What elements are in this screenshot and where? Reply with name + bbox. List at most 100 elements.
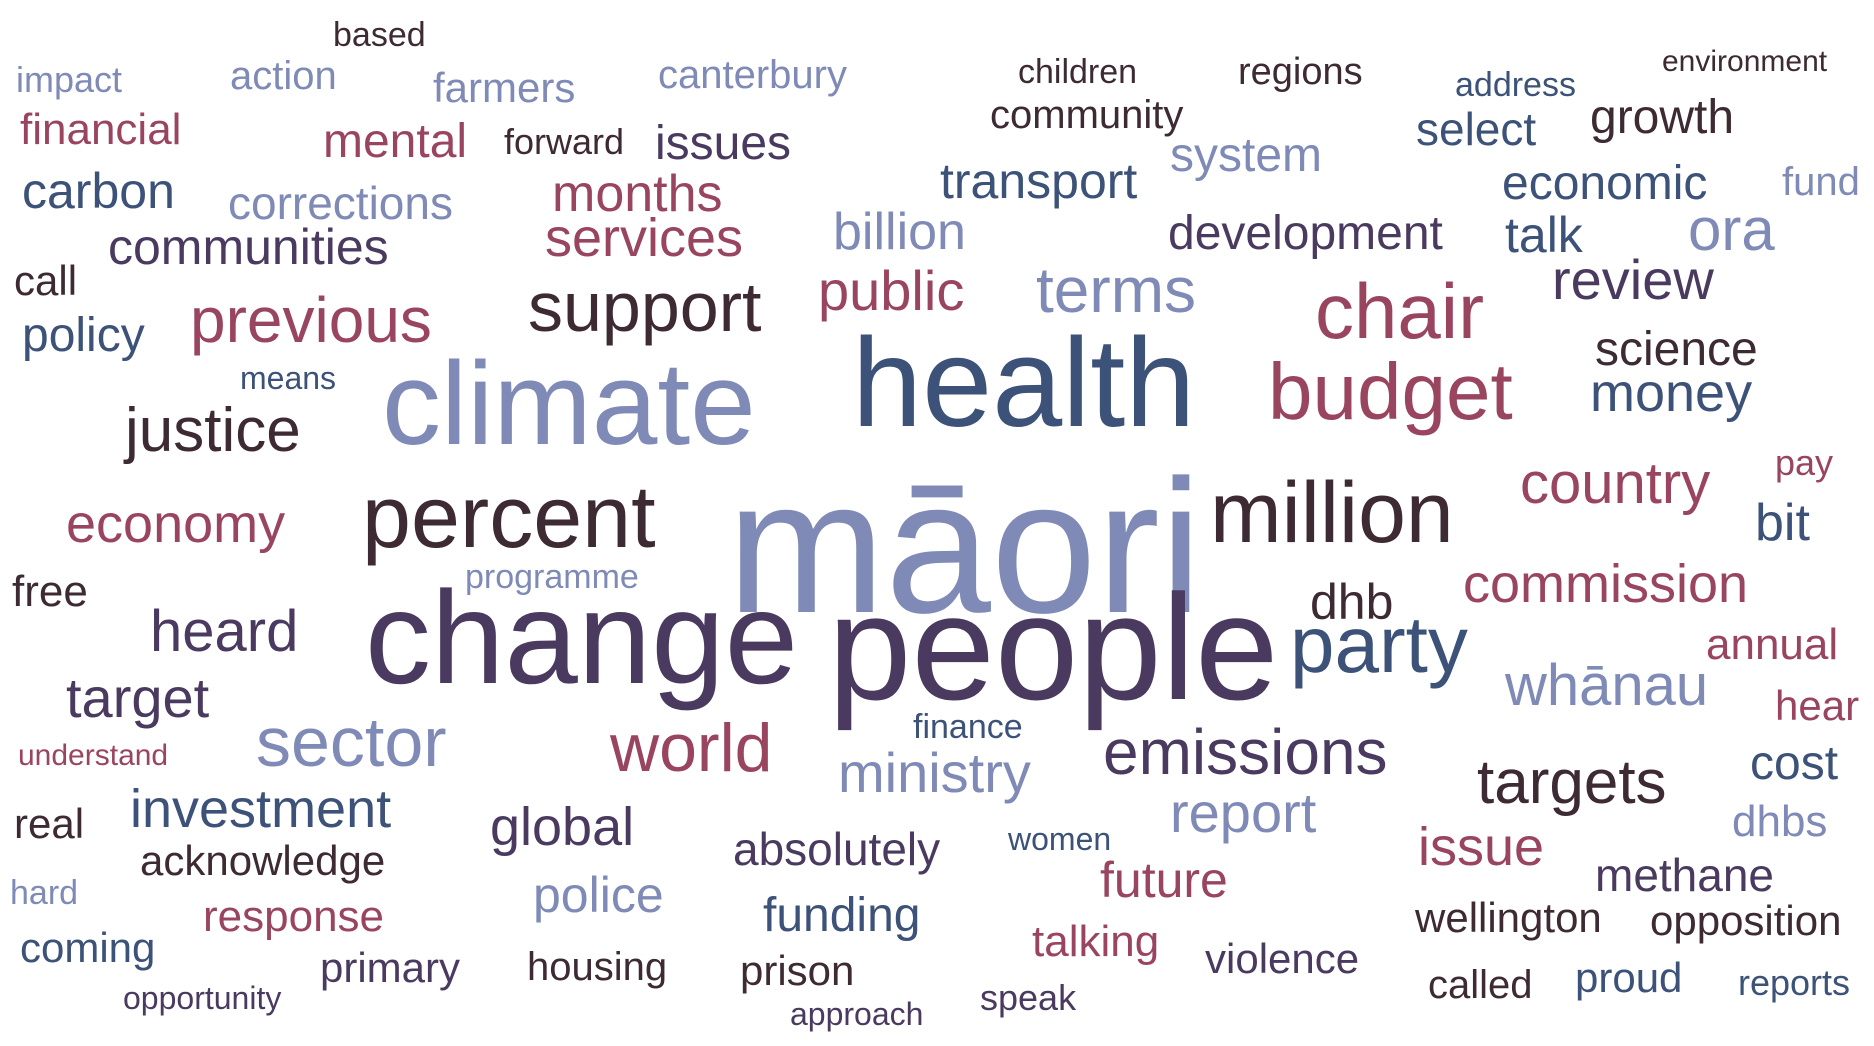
word-police: police <box>533 867 664 923</box>
word-proud: proud <box>1575 954 1683 1001</box>
word-services: services <box>545 208 744 268</box>
word-coming: coming <box>20 924 156 971</box>
word-annual: annual <box>1706 620 1839 669</box>
word-issues: issues <box>655 117 792 170</box>
word-party: party <box>1290 600 1468 689</box>
word-farmers: farmers <box>433 64 576 111</box>
word-targets: targets <box>1477 748 1667 817</box>
word-climate: climate <box>382 338 756 470</box>
word-country: country <box>1520 451 1711 516</box>
word-select: select <box>1416 103 1537 155</box>
word-months: months <box>552 165 723 223</box>
word-investment: investment <box>130 779 392 839</box>
word-methane: methane <box>1595 849 1775 901</box>
word-based: based <box>333 16 426 54</box>
word-real: real <box>14 800 85 847</box>
word-cost: cost <box>1750 737 1839 790</box>
word-call: call <box>14 257 78 304</box>
word-opposition: opposition <box>1650 897 1842 944</box>
word-community: community <box>990 93 1184 137</box>
word-reports: reports <box>1738 962 1851 1003</box>
word-prison: prison <box>740 947 855 994</box>
word-acknowledge: acknowledge <box>140 837 386 884</box>
word-change: change <box>365 564 799 711</box>
word-development: development <box>1168 207 1443 260</box>
word-budget: budget <box>1268 347 1513 436</box>
word-previous: previous <box>190 284 432 356</box>
word-growth: growth <box>1590 91 1735 144</box>
word-science: science <box>1595 323 1758 376</box>
word-wellington: wellington <box>1415 894 1602 941</box>
word-finance: finance <box>913 708 1023 746</box>
word-money: money <box>1590 363 1753 423</box>
word-funding: funding <box>763 889 921 942</box>
word-emissions: emissions <box>1103 716 1388 788</box>
word-target: target <box>66 666 210 729</box>
word-approach: approach <box>790 996 924 1032</box>
word-carbon: carbon <box>22 163 175 219</box>
word-support: support <box>528 268 762 346</box>
word-future: future <box>1100 852 1228 908</box>
word-hear: hear <box>1775 682 1860 729</box>
word-violence: violence <box>1205 935 1360 982</box>
word-world: world <box>610 710 773 786</box>
word-response: response <box>203 892 385 941</box>
word-communities: communities <box>108 219 389 275</box>
word-maori: māori <box>727 441 1203 653</box>
word-canterbury: canterbury <box>658 53 847 97</box>
word-system: system <box>1170 129 1323 182</box>
word-billion: billion <box>833 203 966 261</box>
word-transport: transport <box>940 153 1138 209</box>
word-regions: regions <box>1238 51 1363 93</box>
word-economic: economic <box>1502 157 1708 210</box>
word-address: address <box>1455 66 1576 104</box>
word-heard: heard <box>150 599 299 664</box>
word-terms: terms <box>1036 254 1196 326</box>
word-impact: impact <box>16 59 123 100</box>
word-fund: fund <box>1782 160 1860 204</box>
word-commission: commission <box>1463 554 1749 614</box>
word-million: million <box>1210 465 1454 561</box>
word-ora: ora <box>1688 196 1775 263</box>
word-financial: financial <box>20 105 182 154</box>
word-programme: programme <box>465 558 639 596</box>
word-women: women <box>1008 821 1112 857</box>
word-bit: bit <box>1755 494 1810 552</box>
word-public: public <box>818 259 965 322</box>
word-absolutely: absolutely <box>733 823 941 875</box>
word-understand: understand <box>18 739 169 772</box>
word-opportunity: opportunity <box>123 980 282 1016</box>
word-children: children <box>1018 53 1138 91</box>
word-issue: issue <box>1418 817 1545 877</box>
word-report: report <box>1170 781 1317 844</box>
word-action: action <box>230 54 337 98</box>
word-housing: housing <box>527 945 668 989</box>
word-free: free <box>12 567 88 616</box>
word-hard: hard <box>10 874 79 912</box>
word-people: people <box>828 563 1279 731</box>
word-dhb: dhb <box>1310 574 1394 630</box>
word-global: global <box>490 797 635 857</box>
word-mental: mental <box>323 115 468 168</box>
word-forward: forward <box>504 121 625 162</box>
word-whanau: whānau <box>1505 653 1709 718</box>
word-means: means <box>240 360 337 396</box>
word-review: review <box>1552 248 1714 311</box>
word-environment: environment <box>1662 45 1828 78</box>
word-primary: primary <box>320 944 461 991</box>
word-health: health <box>852 312 1196 453</box>
word-pay: pay <box>1775 442 1834 483</box>
word-speak: speak <box>980 977 1077 1018</box>
word-policy: policy <box>22 309 145 362</box>
word-economy: economy <box>66 494 286 554</box>
word-justice: justice <box>125 396 301 465</box>
word-talk: talk <box>1505 207 1583 263</box>
word-sector: sector <box>256 703 447 781</box>
word-corrections: corrections <box>228 177 453 229</box>
word-ministry: ministry <box>838 741 1031 804</box>
word-talking: talking <box>1032 917 1160 966</box>
word-percent: percent <box>362 467 656 566</box>
word-called: called <box>1428 963 1533 1007</box>
word-dhbs: dhbs <box>1732 797 1828 846</box>
